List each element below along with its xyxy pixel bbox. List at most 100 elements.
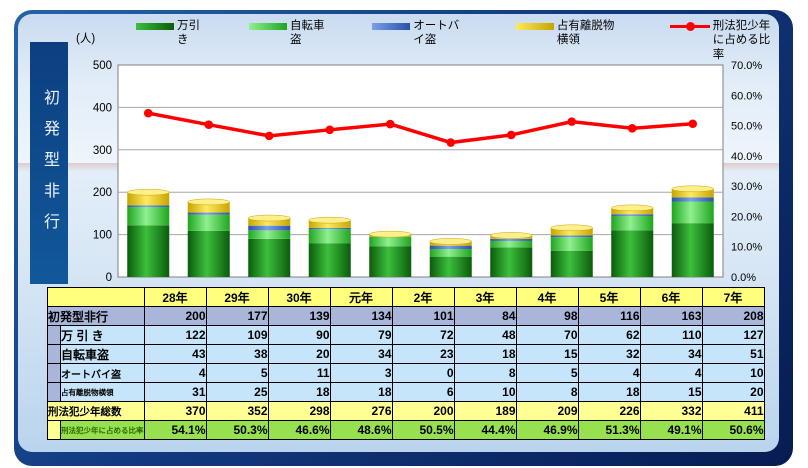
ratio-line-marker <box>627 123 637 133</box>
table-row: オートバイ盗 4 5 11 3 0 8 5 4 4 10 <box>47 363 765 383</box>
table-cell: 34 <box>639 344 703 364</box>
table-row: 刑法犯少年に占める比率 54.1% 50.3% 46.6% 48.6% 50.5% 44.4… <box>47 420 765 440</box>
left-axis-tick: 400 <box>93 102 112 114</box>
bar-segment <box>671 197 714 202</box>
table-cell: 48.6% <box>329 420 393 440</box>
year-header: 3年 <box>453 287 517 307</box>
table-cell: 200 <box>391 401 455 421</box>
legend-label: 万引き <box>177 20 200 47</box>
bar-cap <box>308 216 351 224</box>
table-cell: 208 <box>701 306 765 326</box>
table-cell: 49.1% <box>639 420 703 440</box>
table-cell: 48 <box>453 325 517 345</box>
panel-frame: 初発型非行 万引き 自転車盗 オートバイ盗 占有離脱物横領 刑法犯少年に占める比率 (人… <box>14 10 793 466</box>
row-label: 占有離脱物横領 <box>60 382 145 402</box>
bar-segment <box>187 201 230 213</box>
ratio-line-marker <box>204 120 214 129</box>
table-cell: 44.4% <box>453 420 517 440</box>
legend-item-line: 刑法犯少年に占める比率 <box>669 19 779 62</box>
legend-item-1: 自転車盗 <box>249 19 326 48</box>
table-cell: 10 <box>701 363 765 383</box>
table-cell: 122 <box>143 325 207 345</box>
legend-item-2: オートバイ盗 <box>372 19 470 48</box>
bar-segment <box>127 207 170 226</box>
legend-bar-swatch <box>136 23 174 30</box>
bar-segment <box>550 250 593 277</box>
bar-segment <box>308 220 351 228</box>
table-cell: 352 <box>205 401 269 421</box>
bar-segment <box>490 240 533 248</box>
bar-segment <box>550 237 593 251</box>
bar-segment <box>187 212 230 215</box>
right-axis-tick: 50.0% <box>731 121 762 133</box>
bar-segment <box>671 188 714 198</box>
table-cell: 84 <box>453 306 517 326</box>
table-cell: 200 <box>143 306 207 326</box>
bar-segment <box>127 205 170 208</box>
year-header: 30年 <box>267 287 331 307</box>
year-header: 5年 <box>577 287 641 307</box>
table-cell: 10 <box>453 382 517 402</box>
table-cell: 50.3% <box>205 420 269 440</box>
panel-body: 初発型非行 万引き 自転車盗 オートバイ盗 占有離脱物横領 刑法犯少年に占める比率 (人… <box>18 14 779 452</box>
legend-item-3: 占有離脱物横領 <box>515 19 624 48</box>
year-header: 7年 <box>701 287 765 307</box>
bar-segment <box>308 229 351 244</box>
table-cell: 163 <box>639 306 703 326</box>
bar-segment <box>248 230 291 239</box>
legend-label: 自転車盗 <box>290 20 325 47</box>
ratio-line-marker <box>143 108 153 118</box>
bar-cap <box>187 198 230 206</box>
bars-group <box>127 185 714 277</box>
table-cell: 332 <box>639 401 703 421</box>
bar-segment <box>671 201 714 224</box>
table-cell: 72 <box>391 325 455 345</box>
table-cell: 90 <box>267 325 331 345</box>
table-cell: 51.3% <box>577 420 641 440</box>
ratio-line-marker <box>385 119 395 129</box>
ratio-line-marker <box>325 125 335 135</box>
legend-bar-swatch <box>249 23 288 30</box>
year-header: 4年 <box>515 287 579 307</box>
right-axis-tick: 10.0% <box>731 242 762 254</box>
bar-segment <box>611 215 654 231</box>
bar-segment <box>429 256 472 277</box>
bar-cap <box>248 214 291 222</box>
year-header: 29年 <box>205 287 269 307</box>
ratio-line-marker <box>446 138 456 147</box>
indent-cell <box>47 420 61 440</box>
ratio-line-marker <box>264 131 274 141</box>
table-row: 刑法犯少年総数 370 352 298 276 200 189 209 226 332 411 <box>47 401 765 421</box>
table-cell: 209 <box>515 401 579 421</box>
ratio-line-marker <box>506 130 516 140</box>
table-cell: 139 <box>267 306 331 326</box>
bar-segment <box>127 225 170 277</box>
table-cell: 79 <box>329 325 393 345</box>
bar-cap <box>127 188 170 196</box>
legend-item-0: 万引き <box>136 19 203 48</box>
table-cell: 18 <box>329 382 393 402</box>
table-cell: 116 <box>577 306 641 326</box>
bar-segment <box>671 223 714 277</box>
table-cell: 50.6% <box>701 420 765 440</box>
bar-segment <box>187 214 230 231</box>
bar-segment <box>369 246 412 277</box>
right-axis-tick: 20.0% <box>731 211 762 223</box>
left-axis-tick: 300 <box>93 145 112 157</box>
table-cell: 18 <box>453 344 517 364</box>
bar-segment <box>248 218 291 226</box>
table-cell: 43 <box>143 344 207 364</box>
bar-segment <box>550 227 593 236</box>
table-cell: 70 <box>515 325 579 345</box>
bar-segment <box>248 238 291 277</box>
right-axis-tick: 30.0% <box>731 181 762 193</box>
table-cell: 411 <box>701 401 765 421</box>
legend-bar-swatch <box>515 23 554 30</box>
sidebar-title: 初発型非行 <box>30 42 68 284</box>
indent-cell <box>47 344 61 364</box>
bar-cap <box>490 232 533 239</box>
table-cell: 51 <box>701 344 765 364</box>
year-header: 28年 <box>143 287 207 307</box>
bar-cap <box>369 230 412 238</box>
table-cell: 23 <box>391 344 455 364</box>
